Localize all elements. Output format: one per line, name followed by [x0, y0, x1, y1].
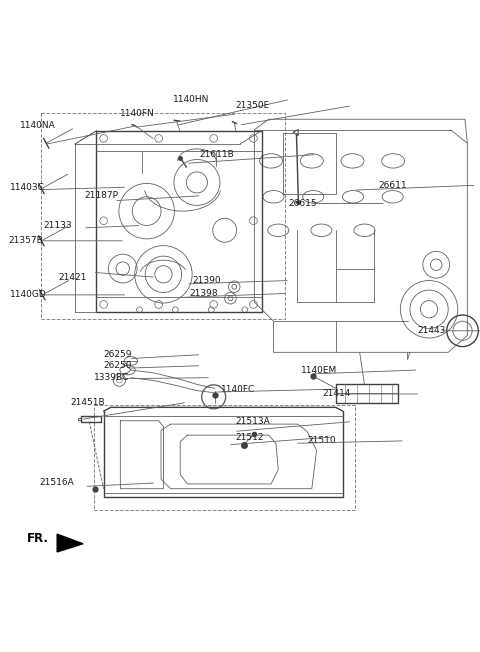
- Text: 1140EM: 1140EM: [301, 366, 337, 374]
- Text: 21357B: 21357B: [8, 236, 43, 245]
- Text: 21510: 21510: [307, 436, 336, 445]
- Text: 1140FC: 1140FC: [221, 385, 255, 394]
- Polygon shape: [57, 534, 83, 552]
- Text: 21516A: 21516A: [39, 479, 74, 488]
- Text: 21398: 21398: [190, 289, 218, 298]
- Text: 26611: 26611: [379, 181, 408, 190]
- Text: 21451B: 21451B: [70, 398, 105, 407]
- Text: 11403C: 11403C: [10, 183, 45, 192]
- Text: 21611B: 21611B: [199, 150, 234, 159]
- Text: 26250: 26250: [104, 361, 132, 370]
- Text: 1140GD: 1140GD: [10, 290, 47, 299]
- Text: FR.: FR.: [27, 533, 49, 546]
- Text: 21512: 21512: [235, 432, 264, 441]
- Text: 21390: 21390: [192, 276, 221, 285]
- Text: 21513A: 21513A: [235, 417, 270, 426]
- Text: 26615: 26615: [288, 199, 316, 208]
- Text: 1140HN: 1140HN: [173, 95, 209, 104]
- Text: 26259: 26259: [104, 350, 132, 359]
- Text: 21350E: 21350E: [235, 101, 269, 110]
- Text: 21443: 21443: [417, 326, 445, 335]
- Text: 21414: 21414: [323, 389, 351, 398]
- Text: 21133: 21133: [44, 221, 72, 230]
- Text: 1140FN: 1140FN: [120, 110, 155, 119]
- Text: 1140NA: 1140NA: [20, 121, 56, 130]
- Text: 21421: 21421: [58, 273, 86, 282]
- Text: 1339BC: 1339BC: [94, 373, 129, 382]
- Text: 21187P: 21187P: [84, 191, 119, 200]
